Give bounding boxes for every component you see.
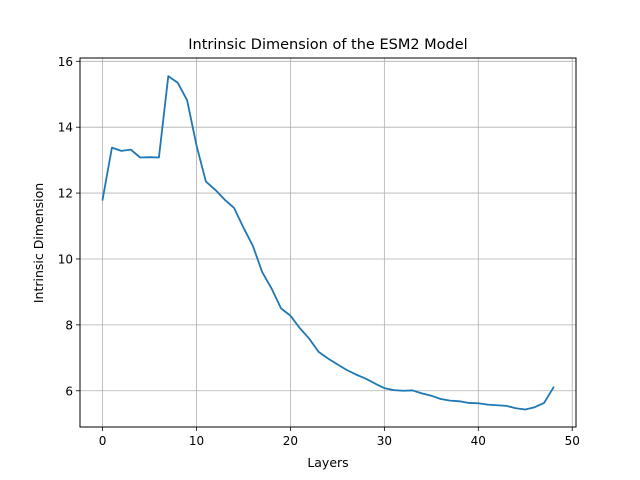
series-layer [101, 75, 555, 411]
y-tick-label: 16 [58, 55, 73, 69]
y-axis-label: Intrinsic Dimension [31, 183, 46, 303]
tick-layer: 0 10 20 30 40 50 6 8 10 12 14 16 [58, 55, 580, 448]
x-axis-label: Layers [307, 455, 348, 470]
x-tick-label: 50 [565, 434, 580, 448]
x-tick-label: 30 [377, 434, 392, 448]
x-tick-label: 20 [283, 434, 298, 448]
y-tick-label: 6 [65, 384, 73, 398]
y-tick-label: 12 [58, 187, 73, 201]
x-tick-label: 0 [99, 434, 107, 448]
chart-title: Intrinsic Dimension of the ESM2 Model [188, 37, 467, 53]
x-tick-label: 40 [471, 434, 486, 448]
series-line [101, 75, 555, 411]
y-tick-label: 8 [65, 318, 73, 332]
y-tick-label: 10 [58, 252, 73, 266]
y-tick-label: 14 [58, 121, 73, 135]
x-tick-label: 10 [189, 434, 204, 448]
grid-lines [80, 58, 576, 427]
plot-frame [79, 57, 577, 428]
